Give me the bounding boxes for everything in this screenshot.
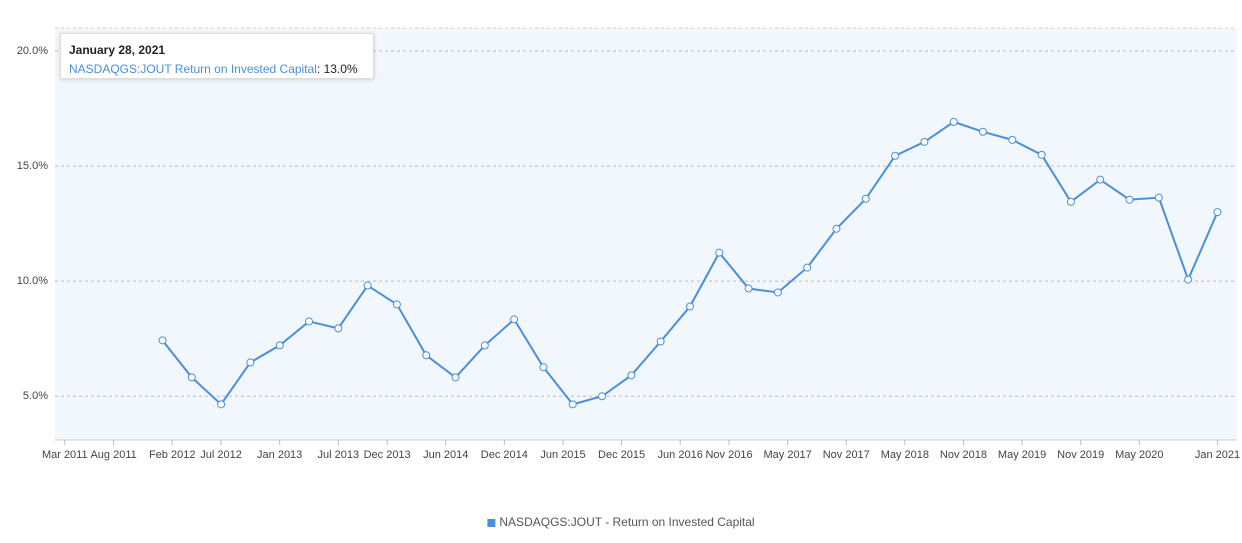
data-point (1066, 197, 1075, 206)
data-point (480, 341, 489, 350)
x-tick-label: Jun 2014 (423, 449, 468, 461)
data-point (158, 336, 167, 345)
tooltip-series: NASDAQGS:JOUT Return on Invested Capital (69, 62, 317, 76)
x-tick-label: May 2018 (881, 449, 929, 461)
x-tick-label: May 2020 (1115, 449, 1163, 461)
y-tick-label: 10.0% (17, 275, 48, 287)
plot-area (55, 28, 1237, 440)
data-point (187, 373, 196, 382)
data-point (715, 248, 724, 257)
data-point (1213, 208, 1222, 217)
data-point (891, 151, 900, 160)
data-point (1184, 275, 1193, 284)
data-point (1125, 195, 1134, 204)
tooltip-separator: : (316, 62, 324, 76)
data-point (803, 263, 812, 272)
data-point (1008, 135, 1017, 144)
data-point (979, 127, 988, 136)
legend-swatch (487, 519, 496, 527)
x-tick-label: Aug 2011 (90, 449, 136, 461)
x-tick-label: Mar 2011 (42, 449, 88, 461)
data-point (1037, 150, 1046, 159)
data-point (685, 302, 694, 311)
data-point (861, 194, 870, 203)
x-tick-label: Jul 2013 (317, 449, 359, 461)
x-tick-label: Jan 2021 (1195, 449, 1240, 461)
data-point (451, 373, 460, 382)
y-tick-label: 5.0% (23, 390, 48, 402)
tooltip-date: January 28, 2021 (69, 43, 166, 57)
data-point (744, 284, 753, 293)
y-tick-label: 20.0% (17, 45, 48, 57)
data-point (949, 117, 958, 126)
data-point (598, 392, 607, 401)
x-tick-label: Nov 2016 (705, 449, 752, 461)
data-point (392, 300, 401, 309)
data-point (304, 317, 313, 326)
x-tick-label: Dec 2013 (364, 449, 411, 461)
data-point (656, 337, 665, 346)
data-point (510, 315, 519, 324)
data-point (539, 363, 548, 372)
data-point (363, 281, 372, 290)
x-tick-label: Feb 2012 (149, 449, 195, 461)
x-tick-label: Nov 2018 (940, 449, 987, 461)
y-tick-label: 15.0% (17, 160, 48, 172)
x-tick-label: Jun 2016 (658, 449, 703, 461)
x-tick-label: Jun 2015 (540, 449, 585, 461)
data-point (334, 324, 343, 333)
data-point (832, 224, 841, 233)
data-point (773, 288, 782, 297)
x-tick-label: Nov 2017 (823, 449, 870, 461)
x-tick-label: Dec 2015 (598, 449, 645, 461)
data-point (246, 358, 255, 367)
data-point (1154, 193, 1163, 202)
data-point (1096, 175, 1105, 184)
x-tick-label: Nov 2019 (1057, 449, 1104, 461)
data-point (920, 137, 929, 146)
tooltip: January 28, 2021 NASDAQGS:JOUT Return on… (60, 33, 374, 79)
x-tick-label: Dec 2014 (481, 449, 528, 461)
legend-label: NASDAQGS:JOUT - Return on Invested Capit… (499, 515, 754, 529)
tooltip-row: NASDAQGS:JOUT Return on Invested Capital… (69, 60, 365, 79)
data-point (275, 341, 284, 350)
x-tick-label: Jan 2013 (257, 449, 302, 461)
x-tick-label: May 2017 (763, 449, 811, 461)
x-tick-label: May 2019 (998, 449, 1046, 461)
data-point (627, 371, 636, 380)
data-point (568, 400, 577, 409)
data-point (217, 400, 226, 409)
x-tick-label: Jul 2012 (200, 449, 242, 461)
data-point (422, 351, 431, 360)
tooltip-value: 13.0% (323, 62, 358, 76)
